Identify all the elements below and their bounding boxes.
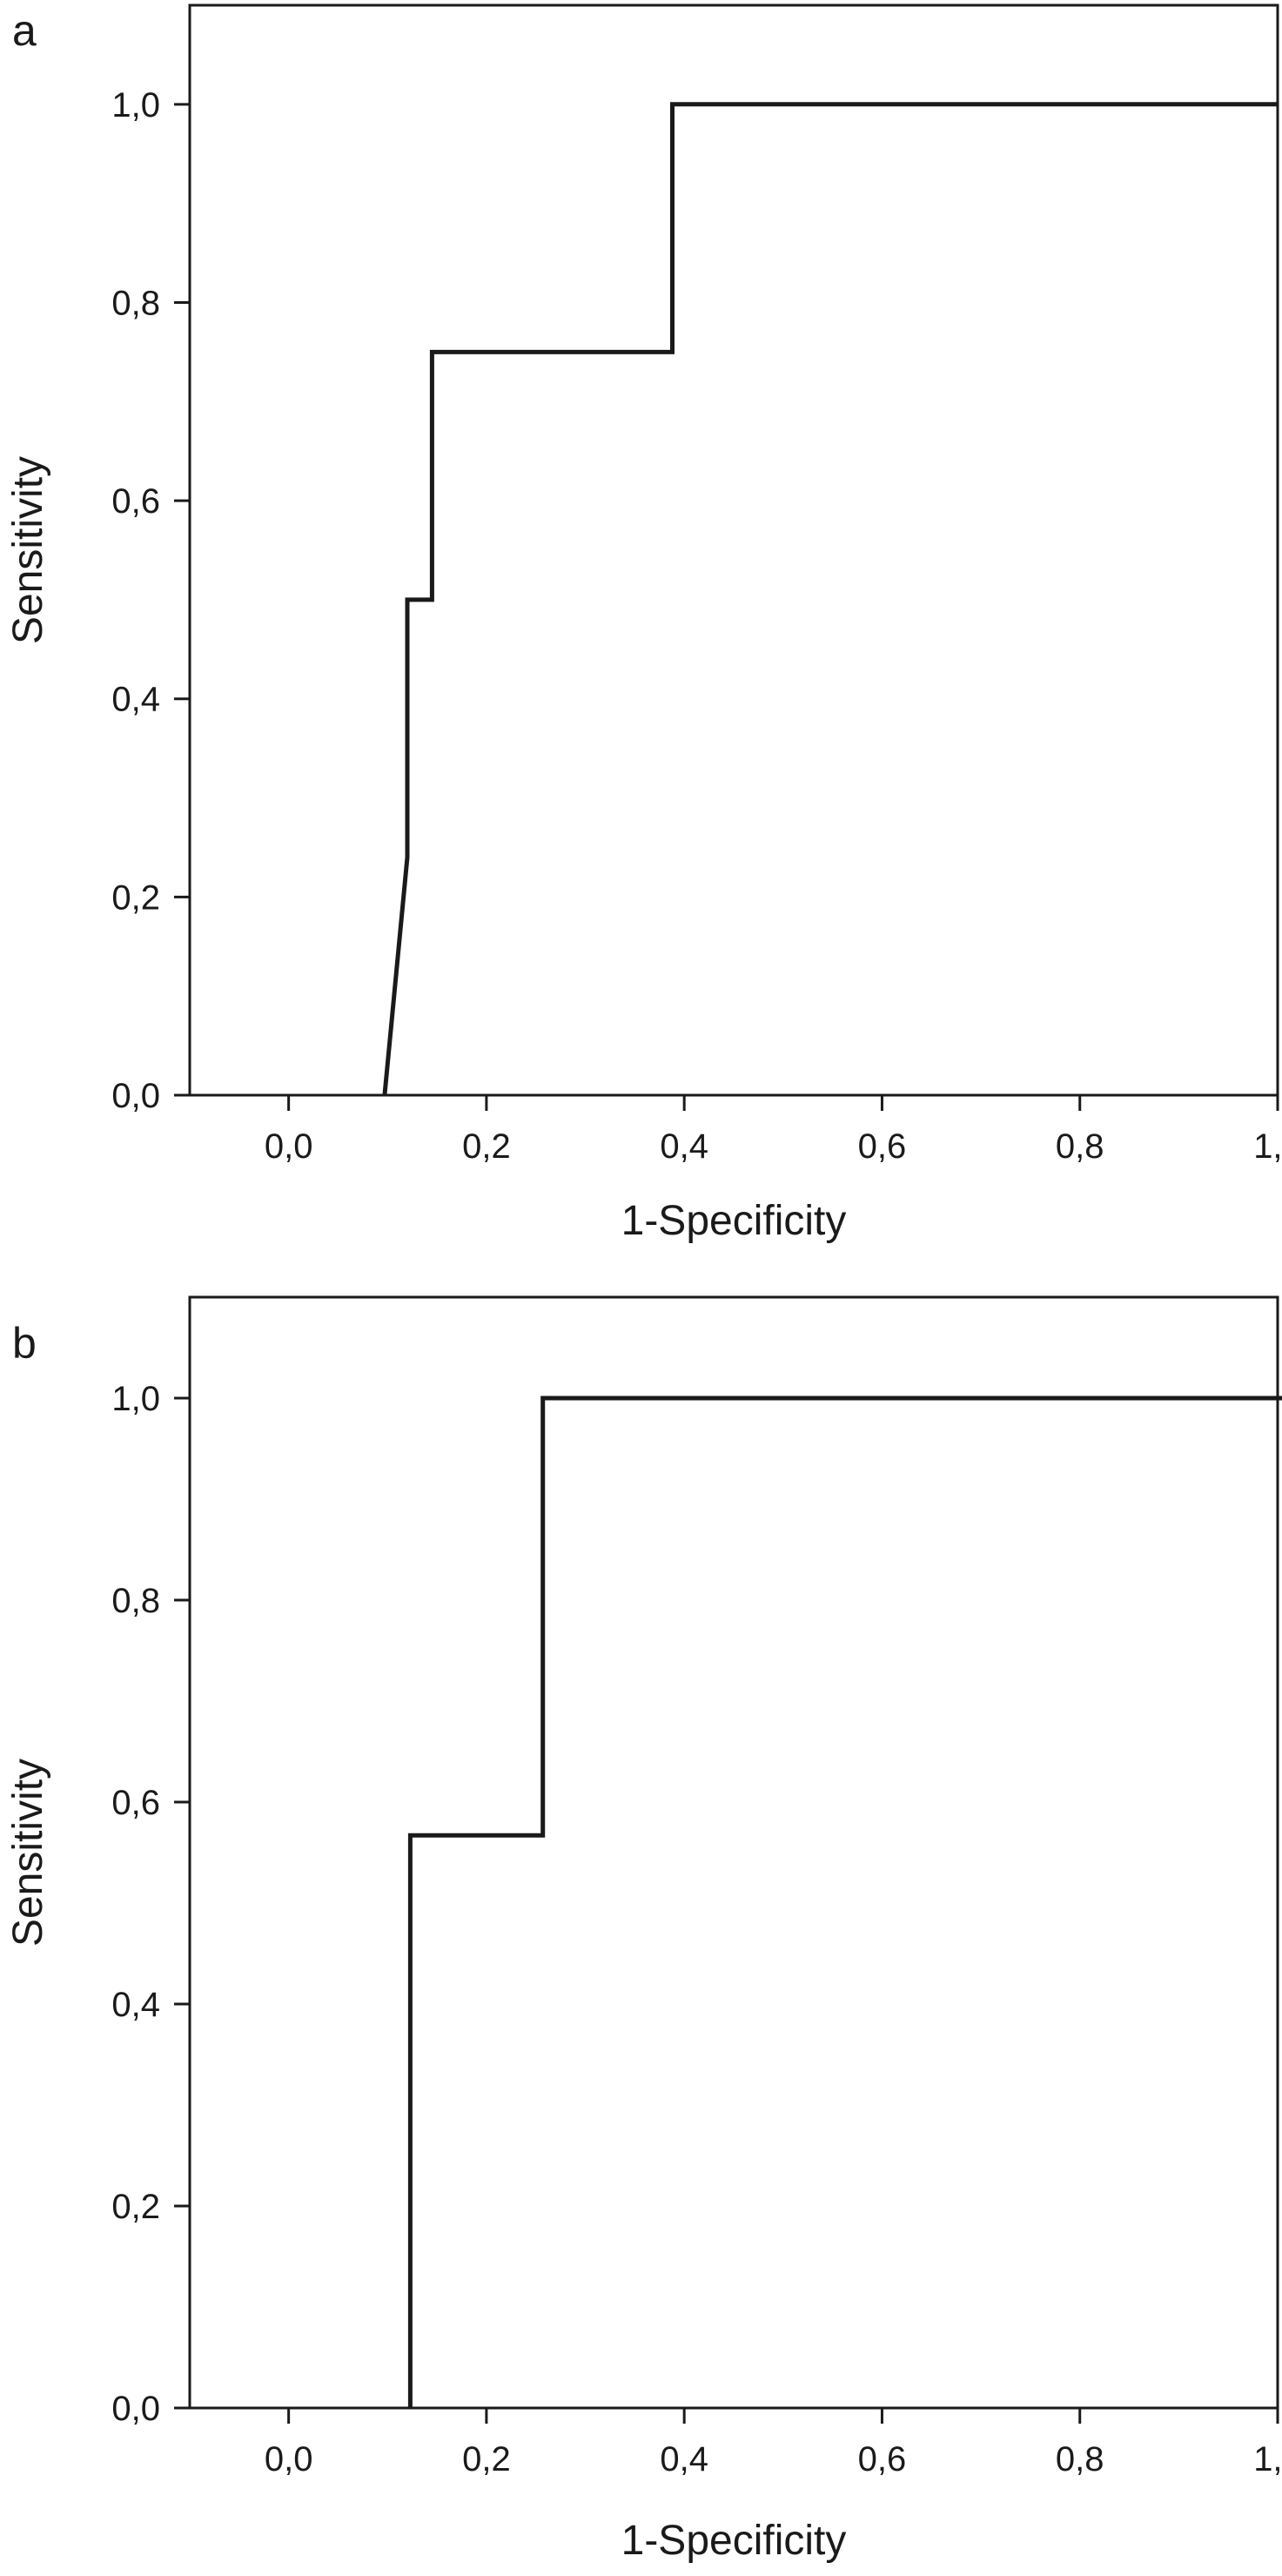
x-tick-label-b-4: 0,8 [1056,2440,1104,2478]
x-tick-label-a-3: 0,6 [858,1127,907,1166]
x-axis-label-a: 1-Specificity [621,1198,847,1244]
y-tick-label-a-5: 1,0 [111,86,160,124]
y-tick-label-a-3: 0,6 [111,482,160,521]
x-axis-ticks-a: 0,0 0,2 0,4 0,6 0,8 1,0 [265,1095,1282,1166]
x-tick-label-b-3: 0,6 [858,2440,907,2478]
roc-curve-b [407,1396,1282,2408]
panel-label-b: b [12,1319,37,1368]
plot-frame-b [188,1295,1279,2410]
roc-curve-a [382,102,1278,1096]
y-tick-label-a-0: 0,0 [111,1077,160,1115]
x-tick-label-b-1: 0,2 [462,2440,511,2478]
x-tick-label-a-5: 1,0 [1253,1127,1282,1166]
y-axis-ticks-a: 0,0 0,2 0,4 0,6 0,8 1,0 [111,86,190,1115]
y-tick-label-b-0: 0,0 [111,2390,160,2428]
y-tick-label-b-1: 0,2 [111,2188,160,2226]
y-axis-label-a: Sensitivity [5,456,51,644]
y-tick-label-a-2: 0,4 [111,681,160,719]
plot-frame-a [188,3,1279,1097]
x-tick-label-b-0: 0,0 [265,2440,313,2478]
x-tick-label-a-1: 0,2 [462,1127,511,1166]
roc-panel-b: b 0,00,20,40,60,81,0 0,00,20,40,60,81,0 … [5,1295,1282,2564]
y-tick-label-b-4: 0,8 [111,1582,160,1620]
y-tick-label-a-1: 0,2 [111,878,160,917]
x-tick-label-a-2: 0,4 [660,1127,708,1166]
x-axis-label-b: 1-Specificity [621,2518,847,2564]
x-axis-ticks-b: 0,0 0,2 0,4 0,6 0,8 1,0 [265,2408,1282,2478]
y-axis-ticks-b: 0,0 0,2 0,4 0,6 0,8 1,0 [111,1380,190,2428]
x-tick-label-a-0: 0,0 [265,1127,313,1166]
y-tick-label-b-3: 0,6 [111,1784,160,1822]
x-tick-label-a-4: 0,8 [1056,1127,1104,1166]
panel-label-a: a [12,6,37,55]
x-tick-label-b-2: 0,4 [660,2440,708,2478]
roc-panel-a: a 0,00,20,40,60,81,0 0,00,20,40,60,81,0 … [5,3,1282,1244]
y-tick-label-a-4: 0,8 [111,284,160,322]
y-axis-label-b: Sensitivity [5,1759,51,1947]
x-tick-label-b-5: 1,0 [1253,2440,1282,2478]
y-tick-label-b-5: 1,0 [111,1380,160,1418]
y-tick-label-b-2: 0,4 [111,1986,160,2024]
